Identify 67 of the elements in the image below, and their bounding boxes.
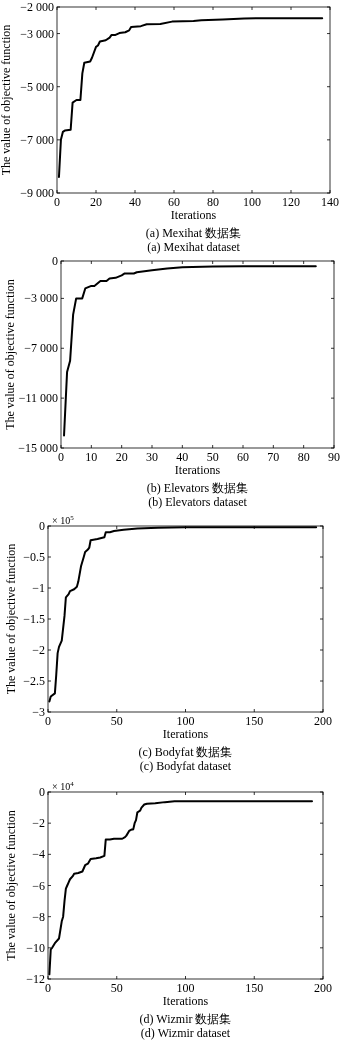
y-tick-label: −8 bbox=[32, 909, 45, 924]
x-tick-label: 40 bbox=[129, 195, 141, 209]
y-tick-label: 0 bbox=[39, 519, 45, 533]
y-tick-label: −2 000 bbox=[20, 0, 54, 14]
y-tick-label: −7 000 bbox=[20, 132, 54, 147]
y-axis-title: The value of objective function bbox=[3, 279, 17, 430]
y-tick-label: −11 000 bbox=[18, 391, 58, 406]
x-tick-label: 150 bbox=[245, 981, 264, 995]
y-axis-title: The value of objective function bbox=[4, 810, 18, 961]
x-tick-label: 90 bbox=[328, 450, 340, 464]
x-tick-label: 150 bbox=[245, 714, 264, 728]
text: (a) Mexihat dataset bbox=[147, 240, 241, 254]
x-tick-label: 20 bbox=[90, 195, 102, 209]
x-tick-label: 120 bbox=[282, 195, 300, 209]
y-axis-title: The value of objective function bbox=[4, 543, 18, 695]
y-tick-label: −2.5 bbox=[23, 674, 45, 688]
x-tick-label: 20 bbox=[115, 450, 128, 464]
y-tick-label: −6 bbox=[32, 878, 45, 893]
y-tick-label: 0 bbox=[52, 254, 58, 268]
y-tick-label: −1.5 bbox=[23, 612, 45, 626]
text: (d) Wizmir dataset bbox=[140, 1026, 231, 1040]
y-tick-label: −3 bbox=[32, 705, 45, 719]
y-tick-label: −2 bbox=[32, 816, 45, 831]
x-axis-title: Iterations bbox=[170, 208, 217, 222]
y-tick-label: −12 bbox=[26, 972, 45, 986]
text: × 10$^{4}$ bbox=[52, 780, 75, 792]
text: (c) Bodyfat dataset bbox=[139, 759, 232, 773]
y-tick-label: −0.5 bbox=[23, 550, 45, 564]
y-tick-label: −1 bbox=[32, 581, 45, 595]
y-tick-label: −15 000 bbox=[18, 441, 58, 455]
x-axis-title: Iterations bbox=[174, 463, 221, 477]
x-tick-label: 50 bbox=[206, 450, 219, 464]
x-axis-title: Iterations bbox=[162, 994, 209, 1008]
y-tick-label: −4 bbox=[32, 847, 45, 862]
y-tick-label: −7 000 bbox=[24, 341, 58, 356]
x-tick-label: 100 bbox=[176, 981, 195, 995]
x-tick-label: 140 bbox=[321, 195, 339, 209]
y-tick-label: −10 bbox=[26, 940, 45, 955]
x-tick-label: 30 bbox=[146, 450, 158, 464]
x-tick-label: 60 bbox=[168, 195, 180, 209]
x-tick-label: 40 bbox=[176, 450, 189, 464]
text: (a) Mexihat 数据集 bbox=[145, 226, 242, 240]
x-tick-label: 50 bbox=[110, 981, 123, 995]
x-tick-label: 10 bbox=[85, 450, 98, 464]
line-series bbox=[63, 265, 317, 437]
x-axis-title: Iterations bbox=[162, 727, 209, 741]
text: (b) Elevators dataset bbox=[148, 495, 248, 509]
y-tick-label: −3 000 bbox=[24, 291, 58, 306]
y-tick-label: −2 bbox=[32, 643, 45, 657]
y-tick-label: −3 000 bbox=[20, 26, 54, 41]
annotation: × 10$^{5}$ bbox=[52, 514, 75, 526]
x-tick-label: 80 bbox=[297, 450, 310, 464]
text: (c) Bodyfat 数据集 bbox=[138, 745, 233, 759]
x-tick-label: 60 bbox=[237, 450, 249, 464]
y-tick-label: −9 000 bbox=[20, 186, 54, 200]
text: (d) Wizmir 数据集 bbox=[139, 1012, 232, 1026]
text: (b) Elevators 数据集 bbox=[146, 481, 249, 495]
y-tick-label: 0 bbox=[39, 785, 45, 799]
x-tick-label: 50 bbox=[110, 714, 123, 728]
y-axis-title: The value of objective function bbox=[0, 24, 13, 176]
x-tick-label: 200 bbox=[314, 981, 332, 995]
x-tick-label: 100 bbox=[176, 714, 195, 728]
y-tick-label: −5 000 bbox=[20, 79, 54, 94]
x-tick-label: 80 bbox=[207, 195, 219, 209]
x-tick-label: 70 bbox=[267, 450, 280, 464]
x-tick-label: 100 bbox=[243, 195, 261, 209]
x-tick-label: 200 bbox=[314, 714, 332, 728]
